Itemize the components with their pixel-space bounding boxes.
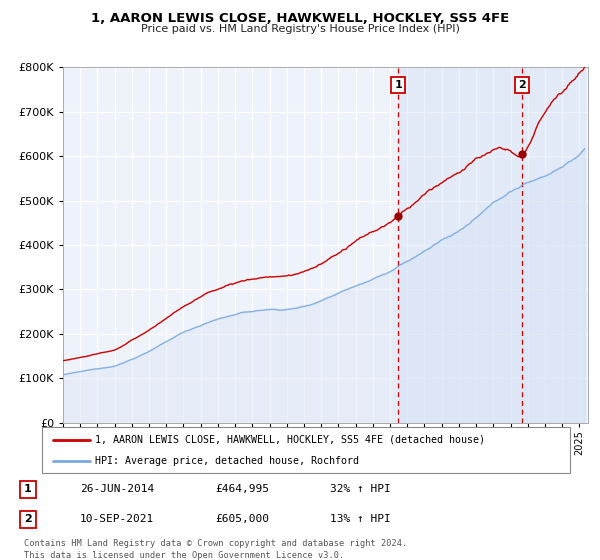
Text: HPI: Average price, detached house, Rochford: HPI: Average price, detached house, Roch… bbox=[95, 456, 359, 466]
Text: 10-SEP-2021: 10-SEP-2021 bbox=[80, 515, 154, 525]
Text: 32% ↑ HPI: 32% ↑ HPI bbox=[330, 484, 391, 494]
Text: 1: 1 bbox=[24, 484, 32, 494]
FancyBboxPatch shape bbox=[20, 511, 37, 528]
Text: 1, AARON LEWIS CLOSE, HAWKWELL, HOCKLEY, SS5 4FE: 1, AARON LEWIS CLOSE, HAWKWELL, HOCKLEY,… bbox=[91, 12, 509, 25]
Text: 26-JUN-2014: 26-JUN-2014 bbox=[80, 484, 154, 494]
Text: 2: 2 bbox=[518, 80, 526, 90]
FancyBboxPatch shape bbox=[20, 480, 37, 498]
Text: Contains HM Land Registry data © Crown copyright and database right 2024.
This d: Contains HM Land Registry data © Crown c… bbox=[24, 539, 407, 559]
Text: 13% ↑ HPI: 13% ↑ HPI bbox=[330, 515, 391, 525]
Text: £605,000: £605,000 bbox=[215, 515, 269, 525]
Text: 2: 2 bbox=[24, 515, 32, 525]
FancyBboxPatch shape bbox=[42, 427, 570, 473]
Text: £464,995: £464,995 bbox=[215, 484, 269, 494]
Text: 1, AARON LEWIS CLOSE, HAWKWELL, HOCKLEY, SS5 4FE (detached house): 1, AARON LEWIS CLOSE, HAWKWELL, HOCKLEY,… bbox=[95, 435, 485, 445]
Text: 1: 1 bbox=[395, 80, 403, 90]
Text: Price paid vs. HM Land Registry's House Price Index (HPI): Price paid vs. HM Land Registry's House … bbox=[140, 24, 460, 34]
